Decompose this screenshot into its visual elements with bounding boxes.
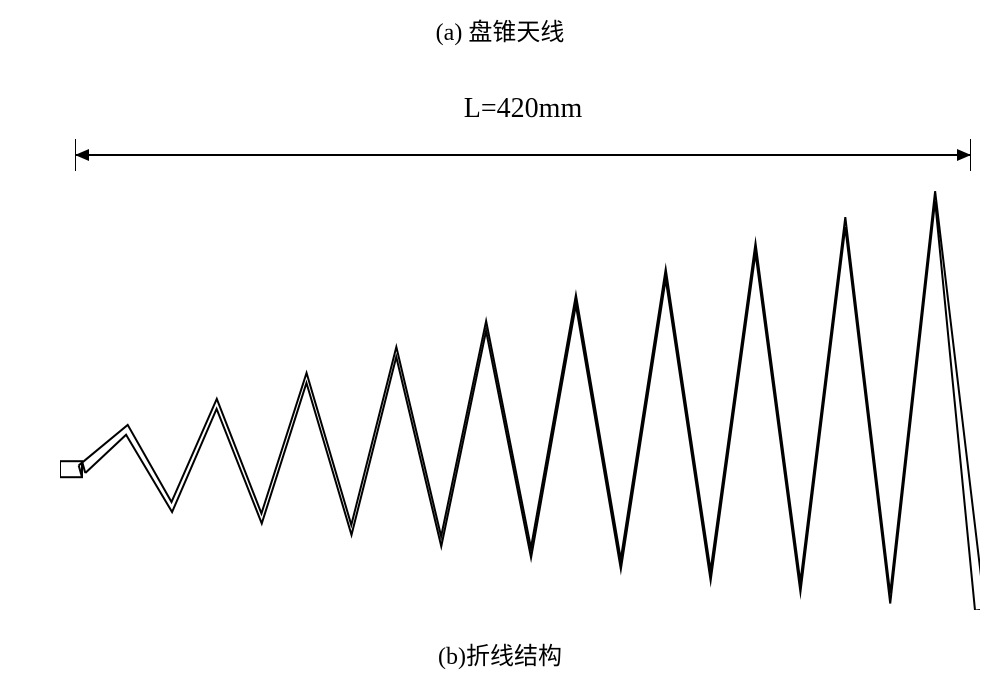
dimension-line-group: L=420mm xyxy=(75,135,971,175)
dimension-label: L=420mm xyxy=(464,93,582,125)
caption-bottom: (b)折线结构 xyxy=(438,636,562,671)
dimension-line-svg xyxy=(75,135,971,175)
zigzag-antenna-diagram xyxy=(60,170,980,610)
caption-top: (a) 盘锥天线 xyxy=(436,12,565,47)
